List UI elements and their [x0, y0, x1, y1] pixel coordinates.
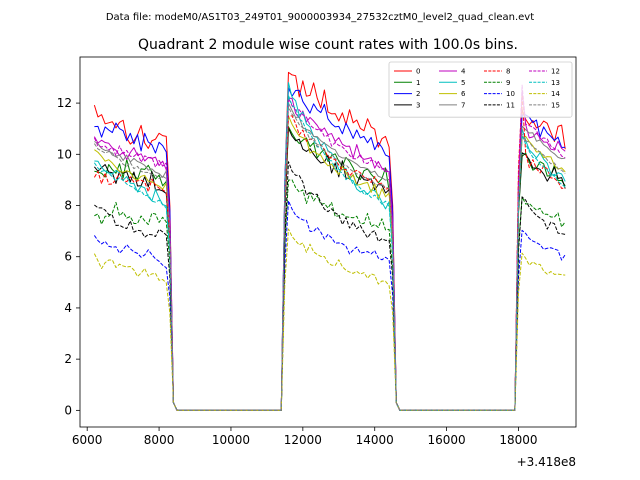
- legend-label-2: 2: [416, 90, 420, 98]
- y-tick-label: 12: [57, 96, 72, 110]
- series-line-9: [94, 179, 566, 411]
- series-line-5: [94, 82, 566, 411]
- x-tick-label: 18000: [499, 433, 537, 447]
- y-tick-label: 0: [64, 403, 72, 417]
- y-tick-label: 8: [64, 199, 72, 213]
- series-line-13: [93, 94, 566, 411]
- data-file-header: Data file: modeM0/AS1T03_249T01_90000039…: [106, 12, 534, 23]
- series-line-6: [94, 115, 566, 411]
- series-line-14: [93, 228, 566, 411]
- y-tick-label: 2: [64, 352, 72, 366]
- series-line-8: [93, 94, 566, 411]
- legend-label-6: 6: [461, 90, 466, 98]
- series-line-11: [94, 161, 566, 411]
- legend-label-8: 8: [506, 68, 510, 76]
- legend-label-1: 1: [416, 79, 420, 87]
- y-tick-label: 10: [57, 147, 72, 161]
- legend-label-10: 10: [506, 90, 515, 98]
- legend-label-0: 0: [416, 68, 420, 76]
- y-tick-label: 6: [64, 250, 72, 264]
- x-tick-label: 8000: [144, 433, 175, 447]
- legend-label-5: 5: [461, 79, 465, 87]
- series-line-0: [93, 71, 566, 411]
- plot-area: 6000 8000 10000 12000 14000 16000 180000246810…: [57, 56, 577, 447]
- x-tick-label: 14000: [356, 433, 394, 447]
- y-tick-label: 4: [64, 301, 72, 315]
- legend-label-14: 14: [551, 90, 560, 98]
- legend-box: [388, 61, 573, 118]
- series-line-4: [93, 89, 566, 411]
- legend-label-12: 12: [551, 68, 560, 76]
- chart-title: Quadrant 2 module wise count rates with …: [138, 37, 518, 53]
- series-line-10: [93, 200, 566, 411]
- x-tick-label: 6000: [72, 433, 103, 447]
- legend-label-15: 15: [551, 101, 560, 109]
- legend-label-9: 9: [506, 79, 510, 87]
- axes-frame: [79, 56, 577, 428]
- x-offset-label: +3.418e8: [517, 455, 576, 469]
- x-tick-label: 16000: [428, 433, 466, 447]
- legend-label-11: 11: [506, 101, 515, 109]
- legend-label-7: 7: [461, 101, 465, 109]
- legend-label-3: 3: [416, 101, 420, 109]
- series-line-15: [93, 106, 566, 411]
- legend-label-13: 13: [551, 79, 560, 87]
- x-tick-label: 10000: [212, 433, 250, 447]
- series-line-1: [94, 126, 566, 411]
- x-tick-label: 12000: [284, 433, 322, 447]
- legend-label-4: 4: [461, 68, 466, 76]
- series-line-3: [93, 127, 566, 411]
